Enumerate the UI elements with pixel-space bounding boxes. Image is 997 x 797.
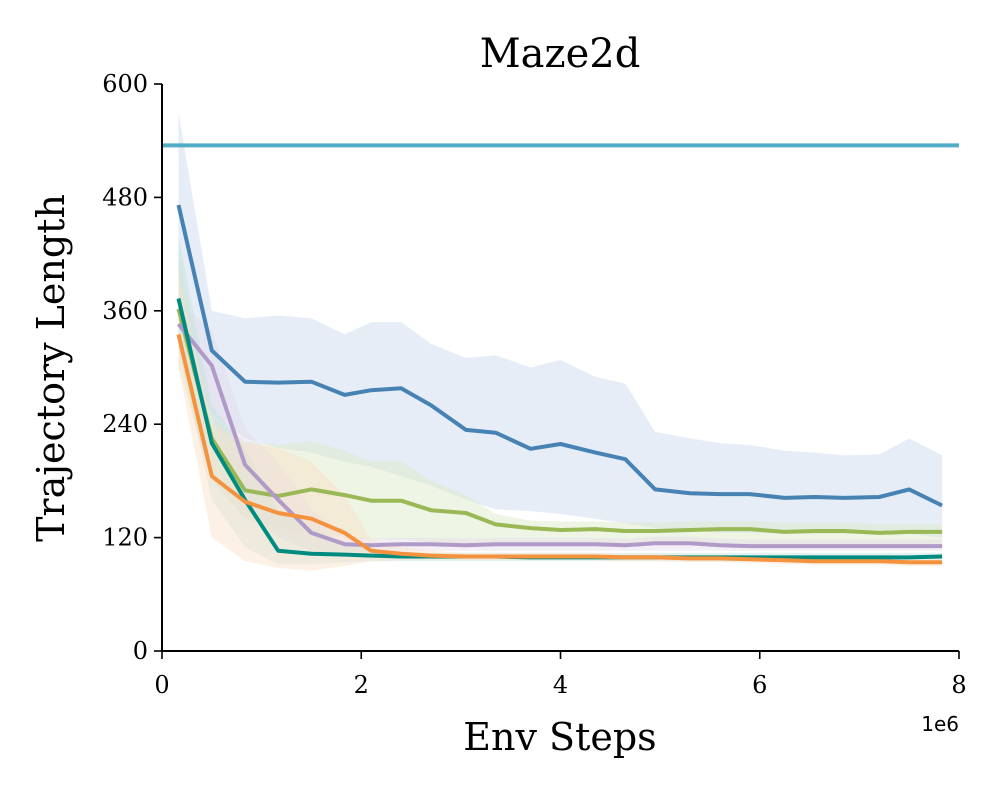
x-axis-exponent-label: 1e6 xyxy=(921,712,959,736)
y-tick-label: 600 xyxy=(102,70,148,98)
band-method-a xyxy=(178,112,943,538)
series-lines xyxy=(162,143,959,565)
x-axis-label: Env Steps xyxy=(463,715,656,759)
y-tick-label: 0 xyxy=(133,637,148,665)
band-method-e xyxy=(178,273,943,571)
x-tick-label: 6 xyxy=(752,671,767,699)
line-method-c xyxy=(176,322,943,549)
y-axis-label: Trajectory Length xyxy=(29,194,73,542)
x-tick-label: 0 xyxy=(154,671,169,699)
y-tick-label: 360 xyxy=(102,297,148,325)
band-method-b xyxy=(178,254,943,546)
line-method-b xyxy=(176,308,943,535)
y-ticks: 0 120 240 360 480 600 xyxy=(102,70,162,665)
y-tick-label: 120 xyxy=(102,524,148,552)
y-tick-label: 480 xyxy=(102,183,148,211)
line-method-a xyxy=(176,204,943,508)
y-tick-label: 240 xyxy=(102,410,148,438)
confidence-bands xyxy=(178,112,943,571)
x-tick-label: 4 xyxy=(553,671,568,699)
x-tick-label: 2 xyxy=(354,671,369,699)
chart-title: Maze2d xyxy=(480,31,641,77)
band-method-d xyxy=(178,235,943,565)
line-method-e xyxy=(176,333,943,565)
x-ticks: 0 2 4 6 8 xyxy=(154,651,967,699)
x-tick-label: 8 xyxy=(951,671,966,699)
